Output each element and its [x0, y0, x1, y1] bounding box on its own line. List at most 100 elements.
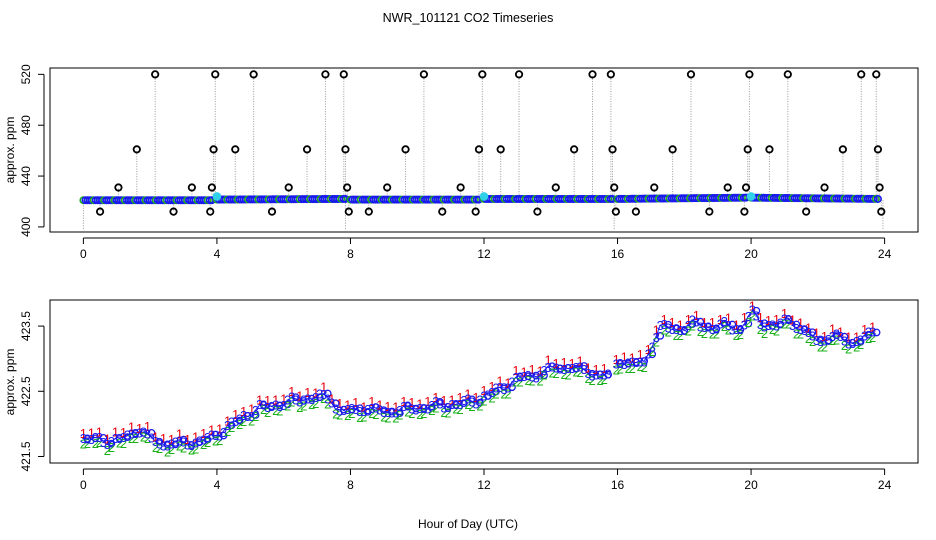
series-1-glyph: 1 [328, 391, 335, 406]
series-3-glyph: 3 [765, 318, 772, 333]
series-3-glyph: 3 [92, 430, 99, 445]
series-2-glyph: 2 [356, 410, 363, 425]
spike-point [631, 207, 641, 216]
series-1-glyph: 1 [552, 356, 559, 371]
series-3-glyph: 3 [721, 314, 728, 329]
series-3-glyph: 3 [424, 401, 431, 416]
series-circle-marker [211, 430, 220, 439]
series-circle-marker [179, 435, 188, 444]
series-3-glyph: 3 [296, 394, 303, 409]
series-2-glyph: 2 [637, 359, 644, 374]
series-1-glyph: 1 [709, 315, 716, 330]
series-circle-marker [259, 401, 268, 409]
series-3-glyph: 3 [697, 319, 704, 334]
spike-point [723, 183, 732, 192]
series-3-glyph: 3 [673, 322, 680, 337]
series-line [431, 401, 437, 405]
series-3-glyph: 3 [492, 381, 499, 396]
series-2-glyph: 2 [420, 406, 427, 421]
series-2-glyph: 2 [168, 442, 175, 457]
series-circle-marker [291, 393, 300, 402]
series-3-glyph: 3 [677, 323, 684, 338]
series-2-glyph: 2 [697, 324, 704, 339]
series-3-glyph: 3 [709, 322, 716, 337]
series-3-glyph: 3 [861, 329, 868, 344]
series-1-glyph: 1 [685, 312, 692, 327]
spike-point [857, 70, 866, 79]
series-3-glyph: 3 [460, 393, 467, 408]
bottom-x-tick-label: 16 [611, 478, 625, 492]
spike-point [745, 70, 754, 79]
series-line [327, 397, 333, 404]
series-3-glyph: 3 [136, 425, 143, 440]
series-3-glyph: 3 [320, 387, 327, 402]
cyan-marker [746, 192, 756, 201]
spike-point [207, 183, 217, 192]
series-2-glyph: 2 [601, 372, 608, 387]
series-circle-marker [872, 328, 881, 337]
series-1-glyph: 1 [168, 432, 175, 447]
series-3-glyph: 3 [540, 363, 547, 378]
series-2-glyph: 2 [120, 436, 127, 451]
series-1-glyph: 1 [765, 313, 772, 328]
bottom-y-tick-label: 423.5 [19, 311, 33, 341]
series-1-glyph: 1 [773, 312, 780, 327]
series-1-glyph: 1 [360, 399, 367, 414]
series-circle-marker [760, 319, 769, 328]
series-line [151, 436, 156, 443]
series-3-glyph: 3 [789, 318, 796, 333]
spike-point [740, 207, 749, 216]
series-2-glyph: 2 [228, 420, 235, 435]
series-3-glyph: 3 [681, 323, 688, 338]
series-circle-marker [840, 332, 849, 341]
series-3-glyph: 3 [380, 405, 387, 420]
series-2-glyph: 2 [336, 408, 343, 423]
series-2-glyph: 2 [360, 409, 367, 424]
series-3-glyph: 3 [685, 318, 692, 333]
series-1-glyph: 1 [488, 379, 495, 394]
spike-point [419, 70, 429, 79]
series-1-glyph: 1 [528, 362, 535, 377]
series-circle-marker [315, 393, 324, 402]
series-2-glyph: 2 [561, 367, 568, 382]
spike-point [321, 70, 330, 79]
series-1-glyph: 1 [152, 430, 159, 445]
series-3-glyph: 3 [300, 392, 307, 407]
series-3-glyph: 3 [585, 366, 592, 381]
series-2-glyph: 2 [492, 387, 499, 402]
series-2-glyph: 2 [797, 326, 804, 341]
series-1-glyph: 1 [480, 383, 487, 398]
series-3-glyph: 3 [484, 387, 491, 402]
series-circle-marker [696, 317, 705, 326]
series-1-glyph: 1 [701, 315, 708, 330]
series-2-glyph: 2 [464, 397, 471, 412]
series-3-glyph: 3 [164, 439, 171, 454]
series-1-glyph: 1 [496, 373, 503, 388]
spike-point [875, 183, 884, 192]
series-3-glyph: 3 [725, 318, 732, 333]
series-2-glyph: 2 [216, 433, 223, 448]
series-3-glyph: 3 [196, 434, 203, 449]
series-3-glyph: 3 [617, 356, 624, 371]
series-3-glyph: 3 [304, 391, 311, 406]
series-circle-marker [388, 407, 396, 416]
series-3-glyph: 3 [693, 314, 700, 329]
spike-point [206, 207, 215, 216]
series-2-glyph: 2 [653, 335, 660, 350]
series-3-glyph: 3 [556, 362, 563, 377]
series-1-glyph: 1 [577, 353, 584, 368]
series-2-glyph: 2 [284, 399, 291, 414]
series-1-glyph: 1 [88, 426, 95, 441]
series-3-glyph: 3 [276, 399, 283, 414]
series-2-glyph: 2 [132, 431, 139, 446]
series-2-glyph: 2 [869, 330, 876, 345]
series-3-glyph: 3 [360, 404, 367, 419]
cyan-marker [212, 192, 222, 201]
spike-point [668, 145, 677, 154]
series-circle-marker [564, 364, 572, 372]
series-3-glyph: 3 [264, 400, 271, 415]
series-3-glyph: 3 [745, 309, 752, 324]
series-2-glyph: 2 [548, 365, 555, 380]
spike-point [743, 145, 752, 154]
series-line [103, 440, 108, 445]
